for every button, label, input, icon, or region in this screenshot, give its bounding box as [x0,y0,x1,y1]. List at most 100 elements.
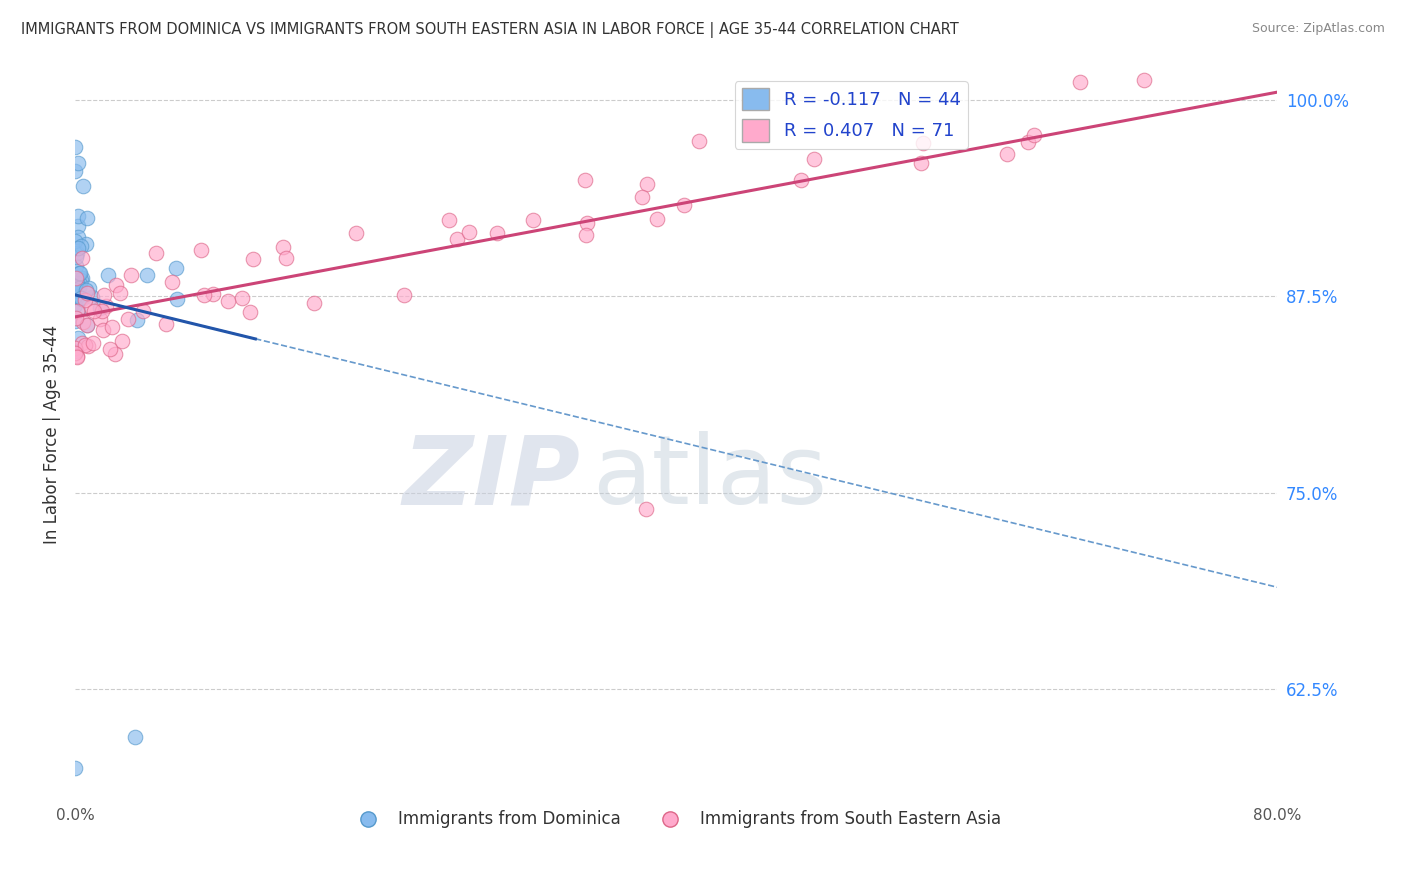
Point [67,229,90,244]
Point [72,336,94,351]
Point [65,271,87,285]
Point [120,268,142,282]
Point [66,350,89,364]
Point [1024,128,1046,143]
Point [231,291,253,305]
Point [124,730,146,744]
Point [190,244,212,258]
Point [94,299,117,313]
Point [67,281,90,295]
Point [110,285,132,300]
Point [70,238,93,252]
Point [1017,135,1039,149]
Point [790,173,813,187]
Point [76,211,98,225]
Y-axis label: In Labor Force | Age 35-44: In Labor Force | Age 35-44 [44,325,60,543]
Point [193,288,215,302]
Point [91,323,114,337]
Point [80,300,103,314]
Point [155,317,177,331]
Point [65,297,87,311]
Point [63,140,86,154]
Point [688,134,710,148]
Point [65,289,87,303]
Point [90,304,112,318]
Point [65,250,87,264]
Point [127,312,149,326]
Point [165,261,187,276]
Point [65,283,87,297]
Point [803,152,825,166]
Point [98,342,121,356]
Point [636,177,658,191]
Point [276,252,298,266]
Point [82,336,104,351]
Point [630,190,652,204]
Point [217,293,239,308]
Point [66,156,89,170]
Point [647,212,669,227]
Point [76,318,98,333]
Point [65,314,87,328]
Point [66,209,89,223]
Legend: Immigrants from Dominica, Immigrants from South Eastern Asia: Immigrants from Dominica, Immigrants fro… [344,804,1008,835]
Point [446,232,468,246]
Point [76,285,98,300]
Point [575,228,598,243]
Point [101,319,124,334]
Point [72,179,94,194]
Point [72,315,94,329]
Point [201,287,224,301]
Point [69,273,91,287]
Point [70,251,93,265]
Point [104,347,127,361]
Point [69,277,91,291]
Point [63,234,86,248]
Point [69,291,91,305]
Point [344,227,367,241]
Point [437,212,460,227]
Point [66,289,89,303]
Point [72,292,94,306]
Point [66,349,89,363]
Text: atlas: atlas [592,432,827,524]
Point [242,252,264,267]
Point [67,303,90,318]
Point [66,240,89,254]
Point [77,281,100,295]
Point [70,271,93,285]
Point [672,198,695,212]
Point [73,293,96,307]
Point [65,276,87,290]
Point [912,136,935,150]
Point [63,761,86,775]
Point [457,225,479,239]
Point [67,331,90,345]
Point [65,344,87,359]
Point [910,156,932,170]
Point [65,341,87,355]
Point [1133,73,1156,87]
Point [574,173,596,187]
Text: Source: ZipAtlas.com: Source: ZipAtlas.com [1251,22,1385,36]
Point [239,305,262,319]
Point [104,277,127,292]
Point [67,219,90,234]
Point [67,266,90,280]
Point [636,501,658,516]
Point [485,227,508,241]
Point [575,217,598,231]
Point [93,288,115,302]
Text: IMMIGRANTS FROM DOMINICA VS IMMIGRANTS FROM SOUTH EASTERN ASIA IN LABOR FORCE | : IMMIGRANTS FROM DOMINICA VS IMMIGRANTS F… [21,22,959,38]
Point [162,275,184,289]
Point [1069,74,1091,88]
Point [63,163,86,178]
Point [522,212,544,227]
Point [135,268,157,282]
Point [131,303,153,318]
Point [166,292,188,306]
Point [75,338,97,352]
Point [76,318,98,332]
Point [302,296,325,310]
Point [65,259,87,273]
